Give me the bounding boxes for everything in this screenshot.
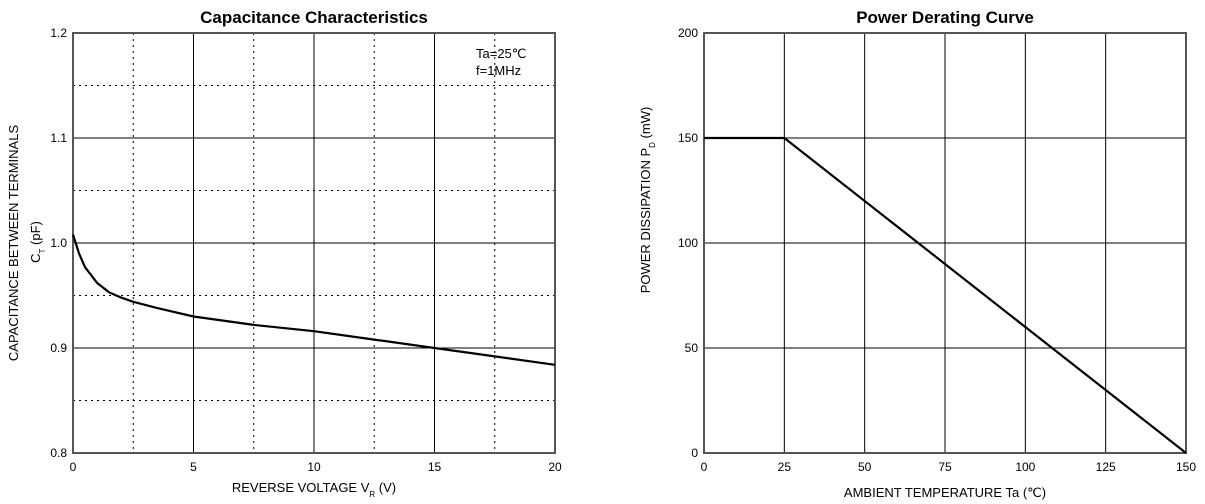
x-tick-label: 50	[858, 460, 872, 474]
x-tick-label: 75	[938, 460, 952, 474]
y-tick-label: 0.9	[50, 341, 67, 355]
y-tick-label: 200	[678, 26, 698, 40]
x-tick-label: 0	[701, 460, 708, 474]
y-tick-label: 1.2	[50, 26, 67, 40]
data-line	[71, 234, 556, 366]
x-tick-label: 15	[428, 460, 442, 474]
y-tick-label: 50	[685, 341, 699, 355]
x-tick-label: 25	[778, 460, 792, 474]
x-tick-label: 150	[1176, 460, 1196, 474]
y-tick-label: 0	[691, 446, 698, 460]
y-tick-label: 1.1	[50, 131, 67, 145]
x-tick-label: 10	[307, 460, 321, 474]
y-axis-label: CAPACITANCE BETWEEN TERMINALS	[6, 125, 21, 362]
y-tick-label: 0.8	[50, 446, 67, 460]
x-tick-label: 125	[1096, 460, 1116, 474]
plot-frame	[72, 32, 556, 454]
capacitance-chart: 0 5 10 15 20 0.8 0.9 1.0 1.1 1.2 Capacitance Chara…	[6, 8, 562, 499]
chart-title: Power Derating Curve	[856, 8, 1034, 27]
x-tick-label: 0	[70, 460, 77, 474]
y-tick-label: 1.0	[50, 236, 67, 250]
power-derating-chart: 0 25 50 75 100 125 150 0 50 100 150 200 Power Derati…	[638, 8, 1196, 500]
y-axis-label: POWER DISSIPATION PD (mW)	[638, 107, 657, 294]
x-tick-label: 100	[1015, 460, 1035, 474]
x-tick-label: 5	[190, 460, 197, 474]
y-tick-label: 100	[678, 236, 698, 250]
y-tick-label: 150	[678, 131, 698, 145]
data-line	[704, 136, 1187, 454]
y-axis-unit-label: CT (pF)	[28, 221, 47, 263]
x-tick-label: 20	[548, 460, 562, 474]
plot-frame	[703, 32, 1187, 454]
annotation: Ta=25℃	[476, 46, 526, 61]
chart-title: Capacitance Characteristics	[200, 8, 428, 27]
annotation: f=1MHz	[476, 63, 521, 78]
x-axis-label: REVERSE VOLTAGE VR (V)	[232, 480, 396, 499]
x-axis-label: AMBIENT TEMPERATURE Ta (℃)	[844, 485, 1046, 500]
